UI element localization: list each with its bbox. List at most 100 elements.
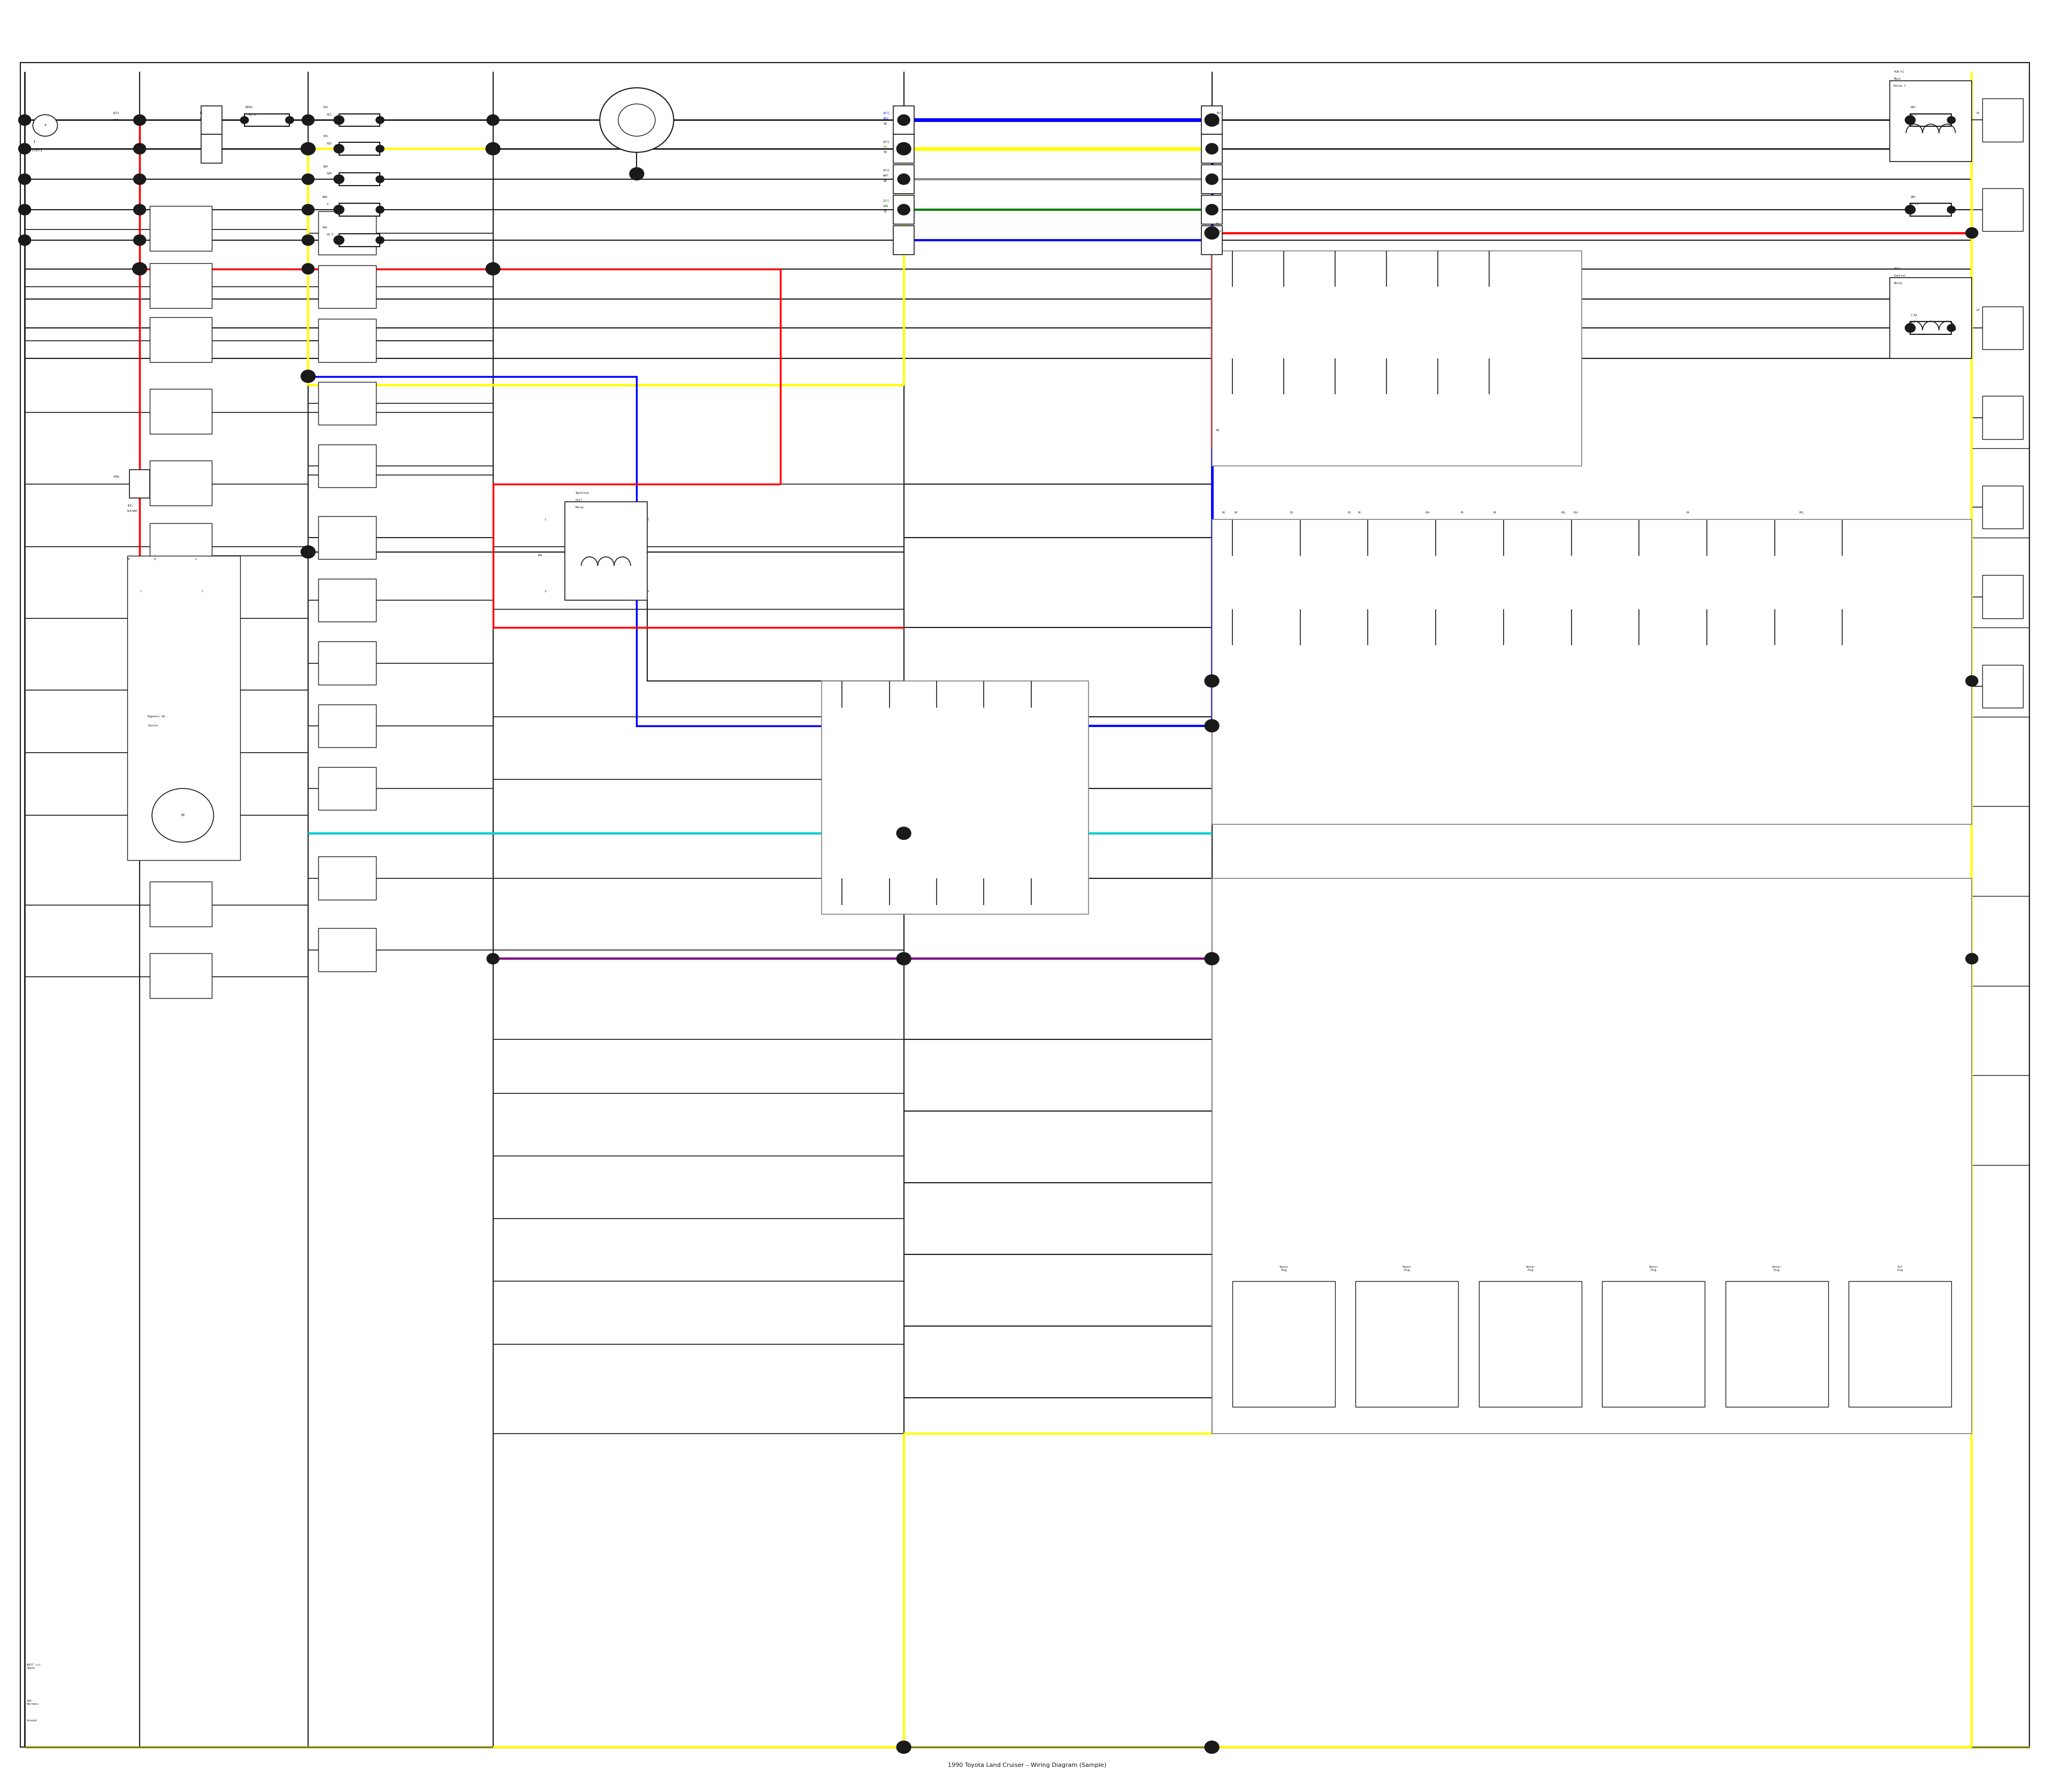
Circle shape [1906,324,1914,332]
Bar [893,106,914,134]
Bar [318,579,376,622]
Bar [318,382,376,425]
Circle shape [1204,719,1220,733]
Bar [1202,195,1222,224]
Circle shape [300,142,316,154]
Circle shape [1906,323,1914,333]
Text: GRN: GRN [883,204,889,208]
Bar [339,115,380,125]
Circle shape [131,262,148,276]
Circle shape [898,115,910,125]
Circle shape [300,371,316,383]
Bar [1910,202,1951,215]
Text: A25: A25 [1910,321,1916,324]
Circle shape [376,116,384,124]
Bar [150,206,212,251]
Text: [EJ]: [EJ] [883,168,889,172]
Bar [1982,99,2023,142]
Text: Relay 1: Relay 1 [1894,84,1906,88]
Text: Ground: Ground [27,1719,37,1722]
Bar [129,470,150,498]
Text: [EI]: [EI] [113,111,119,115]
Text: 50A: 50A [1910,106,1916,109]
Text: 60A: 60A [322,195,329,199]
Text: M: M [181,814,185,817]
Bar [1212,520,1972,824]
Text: Sensor
Plug: Sensor Plug [1280,1265,1288,1272]
Bar [318,265,376,308]
Bar [201,106,222,134]
Bar [318,857,376,900]
Text: P41: P41 [1799,511,1803,514]
Circle shape [896,142,912,154]
Bar [150,263,212,308]
Text: 15A: 15A [322,134,329,138]
Bar [150,792,212,837]
Bar [150,953,212,998]
Circle shape [485,262,501,276]
Text: BATT (+)
Cable: BATT (+) Cable [27,1663,41,1670]
Text: Ignition: Ignition [575,491,589,495]
Bar [1982,486,2023,529]
Text: 10A: 10A [322,165,329,168]
Text: A1-6: A1-6 [249,113,257,116]
Bar [1982,665,2023,708]
Circle shape [487,143,499,154]
Circle shape [152,788,214,842]
Text: T1: T1 [199,111,203,115]
Bar [318,642,376,685]
Circle shape [896,1742,912,1753]
Bar [339,174,380,185]
Bar [150,882,212,926]
Bar [1849,1281,1951,1407]
Text: YEL: YEL [883,145,889,149]
Circle shape [1966,676,1978,686]
Text: Sub
Harness: Sub Harness [27,1699,39,1706]
Circle shape [1204,953,1220,964]
Text: P4: P4 [1493,511,1495,514]
Circle shape [134,143,146,154]
Text: P4: P4 [1686,511,1688,514]
Text: [EJ]: [EJ] [883,140,889,143]
Text: 100A: 100A [244,106,253,109]
Bar [318,704,376,747]
Bar [1232,1281,1335,1407]
Circle shape [300,547,316,559]
Bar [339,142,380,154]
Text: Battery: Battery [27,149,43,152]
Text: P14: P14 [1573,511,1577,514]
Circle shape [1206,115,1218,125]
Circle shape [18,204,31,215]
Circle shape [487,263,499,274]
Bar [150,729,212,774]
Circle shape [1206,174,1218,185]
Circle shape [1206,720,1218,731]
Text: Magnetic SW: Magnetic SW [148,715,164,719]
Text: ECU: ECU [1216,229,1222,233]
Bar [318,516,376,559]
Bar [1982,188,2023,231]
Circle shape [898,204,910,215]
Text: 15A: 15A [322,106,329,109]
Bar [893,195,914,224]
Circle shape [302,263,314,274]
Text: A1: A1 [1216,222,1220,226]
Circle shape [134,235,146,246]
Circle shape [335,237,343,244]
Text: 1990 Toyota Land Cruiser – Wiring Diagram (Sample): 1990 Toyota Land Cruiser – Wiring Diagra… [947,1763,1107,1767]
Text: WHT: WHT [883,174,889,177]
Bar [1910,323,1951,333]
Text: Sensor
Plug: Sensor Plug [1649,1265,1658,1272]
Bar [339,202,380,215]
Text: M44: M44 [538,554,542,557]
Text: P41: P41 [1561,511,1565,514]
Bar [1982,396,2023,439]
Text: C406: C406 [113,475,119,478]
Circle shape [134,115,146,125]
Text: 59: 59 [883,151,887,154]
Bar [822,681,1089,914]
Text: Relay: Relay [575,505,583,509]
Circle shape [1906,116,1914,124]
Text: B1: B1 [1216,428,1220,432]
Text: T4: T4 [127,557,129,561]
